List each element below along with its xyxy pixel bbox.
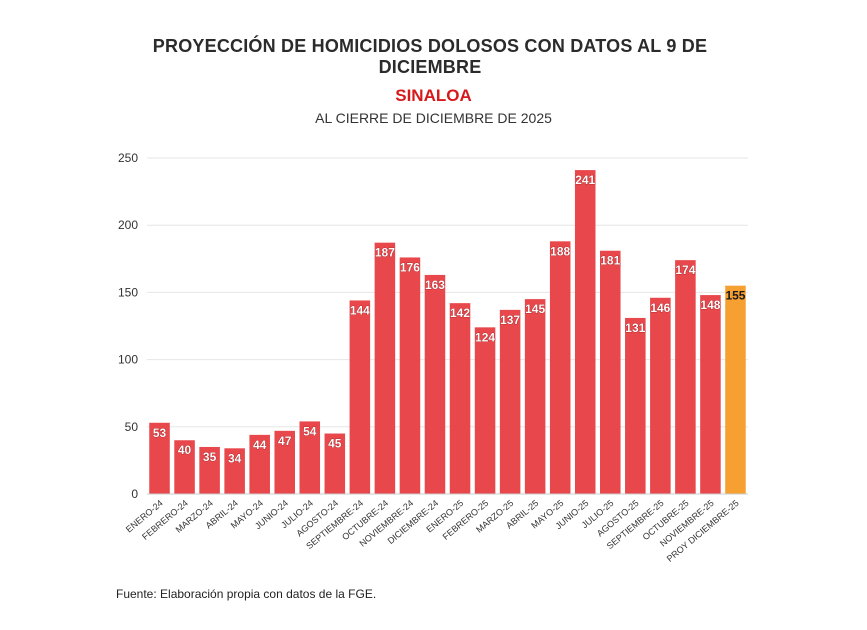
bar: [374, 242, 396, 494]
bar: [474, 327, 496, 494]
data-label: 35: [203, 450, 217, 464]
data-label: 146: [650, 301, 670, 315]
data-label: 176: [400, 260, 420, 274]
bar: [600, 250, 621, 494]
data-label: 241: [575, 173, 595, 187]
bar: [524, 299, 546, 494]
data-label: 142: [450, 306, 470, 320]
bar: [249, 434, 270, 494]
bar: [399, 257, 421, 494]
bar: [149, 422, 170, 494]
bar: [324, 433, 346, 494]
y-tick-label: 150: [118, 285, 138, 299]
data-label: 124: [475, 330, 495, 344]
y-tick-label: 0: [131, 487, 138, 501]
data-label: 144: [350, 303, 370, 317]
bar: [299, 421, 321, 494]
data-label: 40: [178, 443, 192, 457]
data-label: 54: [303, 424, 317, 438]
data-label: 181: [600, 254, 620, 268]
y-tick-label: 200: [118, 218, 138, 232]
bar: [675, 260, 696, 494]
bar: [574, 170, 596, 494]
bar: [700, 295, 721, 494]
bar: [725, 285, 746, 494]
data-label: 174: [675, 263, 695, 277]
data-label: 188: [550, 244, 570, 258]
bar: [174, 440, 195, 494]
y-tick-label: 100: [118, 353, 138, 367]
data-label: 44: [253, 438, 267, 452]
bar: [549, 241, 571, 494]
data-label: 163: [425, 278, 445, 292]
bar: [424, 274, 446, 494]
data-label: 47: [278, 434, 292, 448]
bar: [199, 446, 220, 494]
bar: [625, 317, 646, 494]
chart-title: PROYECCIÓN DE HOMICIDIOS DOLOSOS CON DAT…: [152, 36, 708, 77]
chart-period: AL CIERRE DE DICIEMBRE DE 2025: [315, 110, 552, 126]
bar: [499, 309, 521, 494]
data-label: 34: [228, 451, 242, 465]
data-label: 137: [500, 313, 520, 327]
data-label: 131: [625, 321, 645, 335]
y-tick-label: 50: [125, 420, 139, 434]
source-note: Fuente: Elaboración propia con datos de …: [116, 587, 377, 601]
data-label: 45: [328, 437, 342, 451]
data-label: 187: [375, 246, 395, 260]
bar: [349, 300, 371, 494]
data-label: 53: [153, 426, 167, 440]
data-label: 145: [525, 302, 545, 316]
data-label: 148: [700, 298, 720, 312]
y-tick-label: 250: [118, 151, 138, 165]
bar: [224, 448, 245, 494]
chart-subtitle: SINALOA: [395, 86, 472, 105]
bar: [449, 303, 471, 494]
data-label: 155: [725, 289, 745, 303]
bar: [274, 430, 295, 494]
bar: [650, 297, 671, 494]
